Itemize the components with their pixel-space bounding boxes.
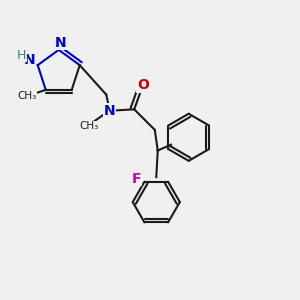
Text: O: O (137, 78, 149, 92)
Text: N: N (103, 104, 115, 118)
Text: F: F (131, 172, 141, 186)
Text: CH₃: CH₃ (80, 122, 99, 131)
Text: CH₃: CH₃ (17, 91, 36, 101)
Text: H: H (17, 49, 26, 62)
Text: N: N (54, 35, 66, 50)
Text: N: N (24, 53, 35, 67)
